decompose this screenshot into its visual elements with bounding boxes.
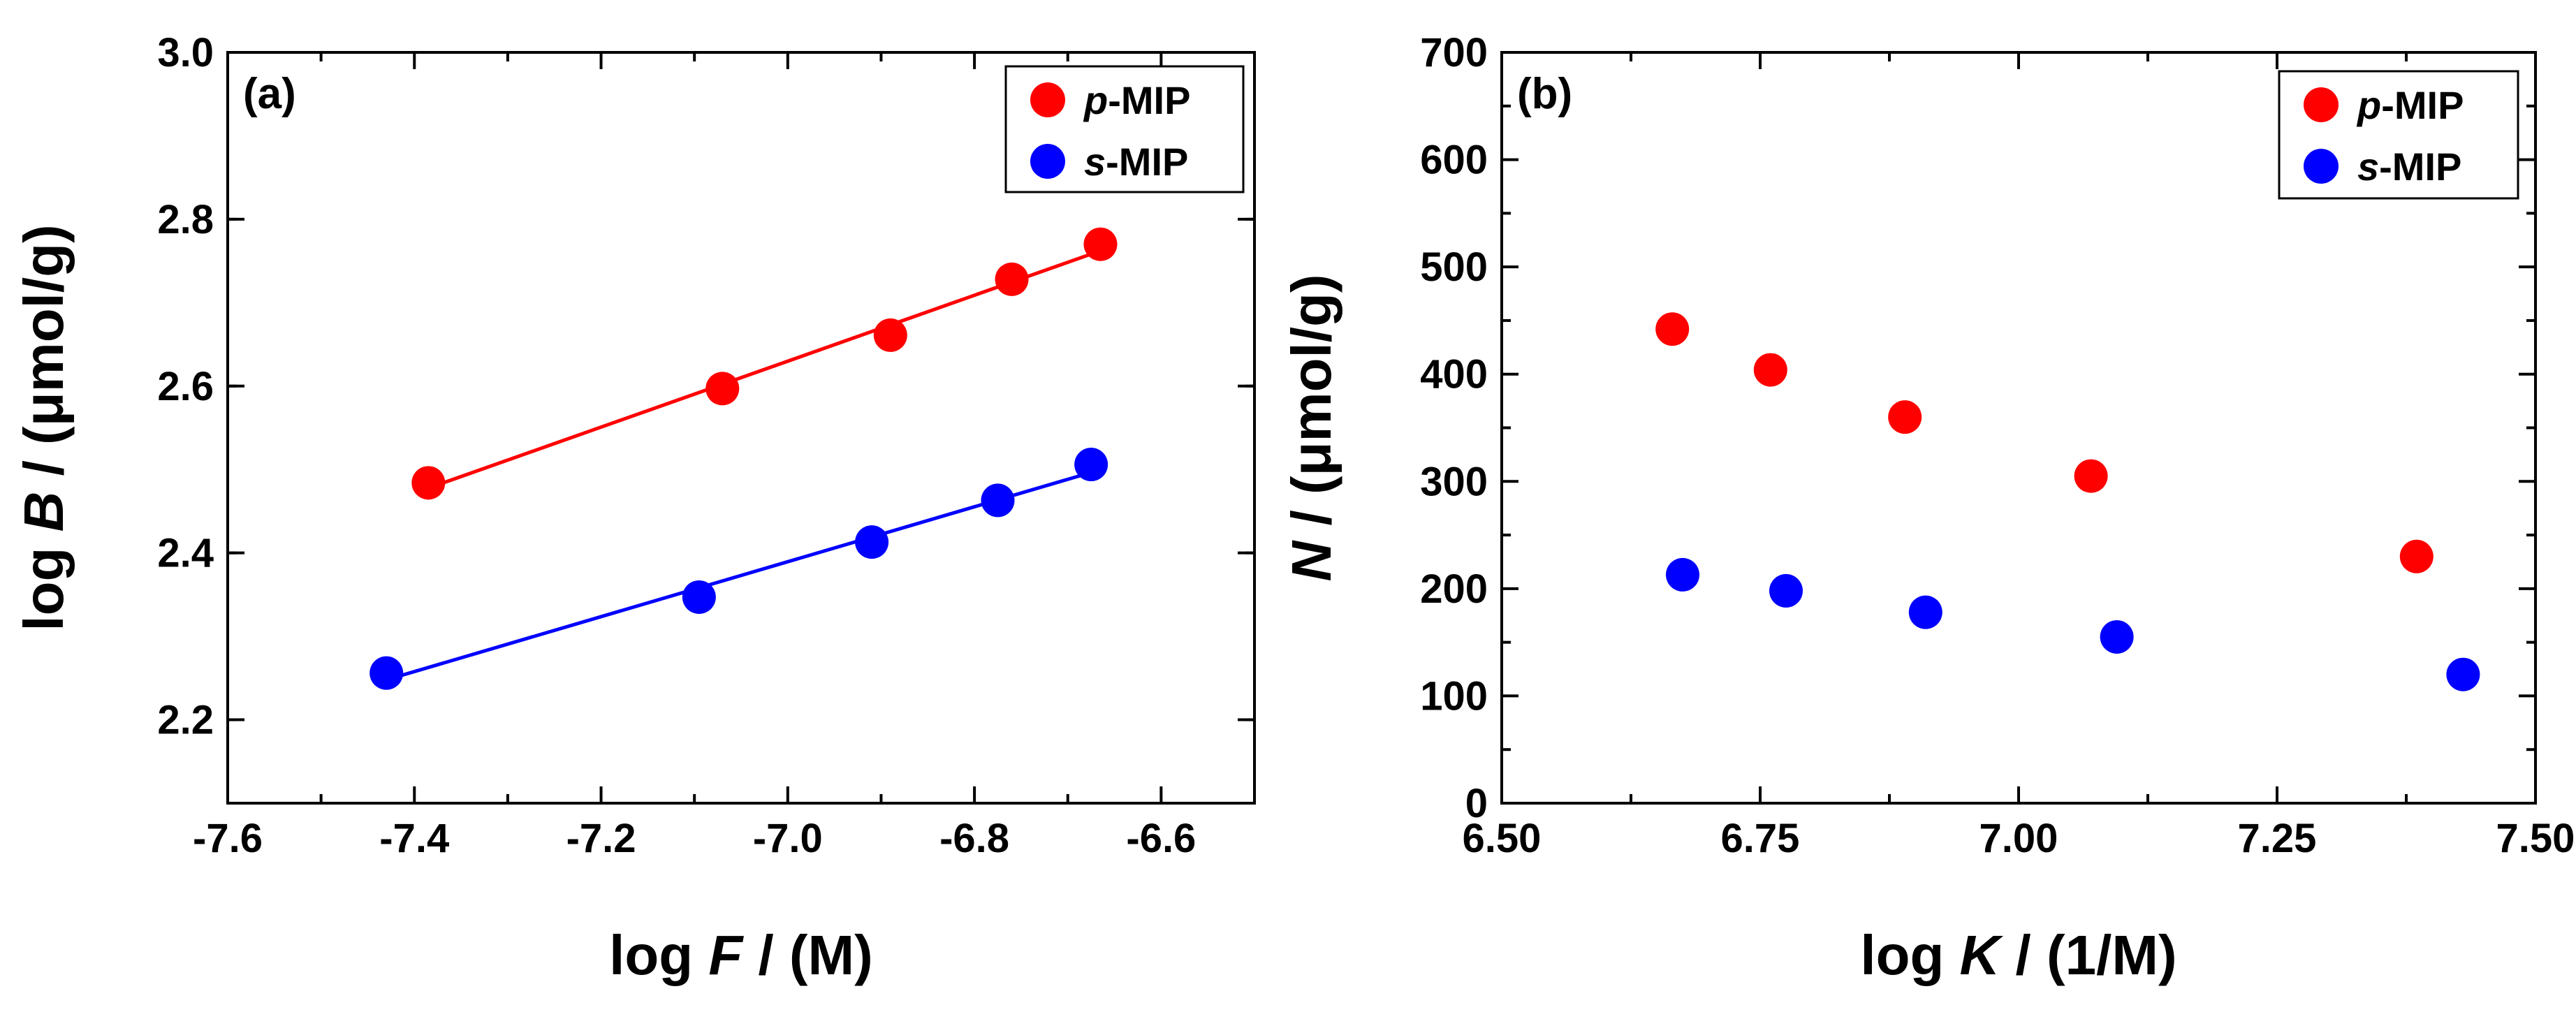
y-axis-title-suffix: / (μmol/g)	[1280, 274, 1342, 541]
data-point-p-MIP	[995, 262, 1029, 296]
data-point-s-MIP	[2100, 619, 2134, 654]
x-axis-title: log F / (M)	[609, 924, 873, 986]
series-s-MIP	[1666, 557, 2480, 691]
legend-marker-s-MIP	[2304, 149, 2339, 184]
legend-label: p-MIP	[2356, 83, 2464, 127]
panel-label: (b)	[1517, 70, 1572, 118]
data-point-p-MIP	[1888, 400, 1922, 434]
legend-label-italic: p	[2356, 83, 2381, 127]
panel-a: -7.6 -7.4 -7.2 -7.0 -6.8 -6.6 2.2 2.4 2.6 2.8 3.0 (…	[13, 30, 1256, 986]
data-point-s-MIP	[1074, 448, 1108, 482]
x-tick-label: -7.6	[193, 816, 263, 861]
legend-label: p-MIP	[1083, 78, 1190, 122]
data-point-p-MIP	[411, 466, 446, 500]
y-tick-label: 2.6	[157, 364, 214, 409]
y-tick-label: 300	[1420, 459, 1488, 504]
y-axis-title: log B / (μmol/g)	[13, 224, 75, 631]
x-tick-label: 6.75	[1721, 816, 1800, 861]
panel-label: (a)	[243, 70, 296, 118]
legend-label: s-MIP	[1084, 140, 1188, 184]
y-tick-label: 100	[1420, 673, 1488, 719]
data-point-s-MIP	[981, 483, 1015, 518]
y-tick-label: 2.8	[157, 197, 214, 242]
x-axis-title-prefix: log	[1860, 924, 1959, 986]
data-point-s-MIP	[1666, 557, 1699, 592]
data-point-s-MIP	[1908, 595, 1942, 629]
x-tick-label: 7.50	[2496, 816, 2575, 861]
legend-label-italic: p	[1083, 78, 1108, 122]
fit-line-p-MIP	[427, 249, 1102, 490]
x-axis-title-suffix: / (M)	[742, 924, 873, 986]
legend-label-rest: -MIP	[1108, 78, 1190, 122]
y-axis-title-var: B	[13, 492, 75, 532]
x-axis-title: log K / (1/M)	[1860, 924, 2176, 986]
fit-line-s-MIP	[386, 471, 1092, 682]
y-axis-title-var: N	[1280, 540, 1342, 582]
y-tick-label: 700	[1420, 30, 1488, 75]
plot-frame	[226, 51, 1256, 805]
y-tick-label: 200	[1420, 566, 1488, 612]
legend-label-rest: -MIP	[2379, 145, 2461, 189]
legend-label: s-MIP	[2357, 145, 2461, 189]
x-tick-label: 6.50	[1463, 816, 1542, 861]
data-point-p-MIP	[1083, 227, 1118, 261]
data-point-s-MIP	[1769, 573, 1803, 608]
legend-marker-s-MIP	[1030, 144, 1065, 179]
y-axis-title: N / (μmol/g)	[1280, 274, 1342, 581]
data-point-p-MIP	[2074, 459, 2108, 493]
x-tick-label: 7.00	[1979, 816, 2058, 861]
series-p-MIP	[1655, 312, 2434, 573]
x-tick-label: -7.2	[566, 816, 636, 861]
legend-label-italic: s	[1084, 140, 1106, 184]
y-tick-label: 500	[1420, 244, 1488, 290]
x-axis-title-prefix: log	[609, 924, 708, 986]
x-axis-title-var: F	[708, 924, 744, 986]
data-point-p-MIP	[2399, 539, 2434, 573]
x-axis-title-suffix: / (1/M)	[2000, 924, 2176, 986]
series-p-MIP	[411, 227, 1118, 500]
data-point-s-MIP	[855, 525, 889, 559]
x-tick-label: -7.0	[753, 816, 823, 861]
data-point-p-MIP	[873, 318, 907, 352]
data-point-p-MIP	[705, 372, 740, 406]
x-tick-label: -6.6	[1126, 816, 1196, 861]
legend-marker-p-MIP	[1030, 82, 1065, 117]
panel-b: 6.50 6.75 7.00 7.25 7.50 0 100 200 300 400 500 600 7…	[1280, 30, 2575, 986]
data-point-s-MIP	[2446, 657, 2480, 691]
series-s-MIP	[369, 448, 1108, 690]
y-tick-label: 0	[1465, 781, 1488, 826]
y-tick-label: 600	[1420, 138, 1488, 183]
data-point-s-MIP	[369, 656, 404, 690]
x-axis-title-var: K	[1960, 924, 2004, 986]
y-axis-title-suffix: / (μmol/g)	[13, 224, 75, 491]
y-tick-label: 3.0	[157, 30, 214, 75]
legend-label-rest: -MIP	[2381, 83, 2464, 127]
legend-marker-p-MIP	[2304, 87, 2339, 122]
data-point-s-MIP	[682, 580, 716, 614]
data-point-p-MIP	[1753, 353, 1787, 387]
y-tick-label: 2.2	[157, 698, 214, 743]
legend-label-italic: s	[2357, 145, 2379, 189]
y-tick-label: 400	[1420, 352, 1488, 397]
x-tick-label: -7.4	[379, 816, 449, 861]
y-axis-title-prefix: log	[13, 531, 75, 631]
legend-label-rest: -MIP	[1106, 140, 1188, 184]
x-tick-label: -6.8	[939, 816, 1009, 861]
y-tick-label: 2.4	[157, 531, 214, 576]
x-tick-label: 7.25	[2238, 816, 2317, 861]
data-point-p-MIP	[1655, 312, 1690, 346]
